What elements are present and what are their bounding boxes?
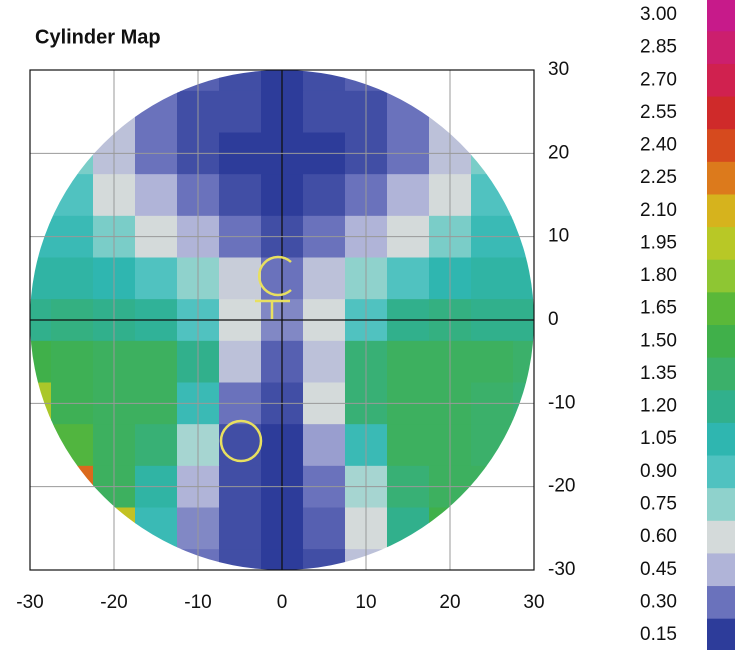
map-cell — [303, 174, 346, 217]
x-tick-label: 20 — [439, 592, 460, 613]
y-tick-label: -20 — [548, 476, 575, 497]
map-cell — [219, 424, 262, 467]
colorbar-band — [707, 96, 735, 130]
map-cell — [135, 174, 178, 217]
colorbar-label: 1.20 — [640, 396, 677, 417]
map-cell — [219, 340, 262, 384]
colorbar-label: 0.15 — [640, 624, 677, 645]
plot-frame — [29, 69, 535, 571]
map-cell — [219, 507, 262, 550]
colorbar-band — [707, 390, 735, 424]
colorbar-band — [707, 0, 735, 32]
map-cell — [387, 174, 430, 217]
colorbar-label: 0.45 — [640, 559, 677, 580]
colorbar-band — [707, 227, 735, 261]
y-tick-label: 10 — [548, 226, 569, 247]
labels: -30 -20 -10 0 10 20 30 30 20 10 0 -10 -20 -30 — [16, 59, 575, 613]
colorbar-band — [707, 63, 735, 98]
map-cell — [471, 340, 514, 384]
c-marker — [257, 255, 292, 297]
colorbar-label: 2.10 — [640, 200, 677, 221]
map-cell — [387, 257, 430, 300]
map-cell — [135, 507, 178, 550]
colorbar-label: 1.05 — [640, 428, 677, 449]
colorbar-label: 1.95 — [640, 232, 677, 253]
map-cell — [51, 257, 94, 300]
map-cell — [135, 340, 178, 384]
map-cell — [471, 174, 514, 217]
colorbar-band — [707, 129, 735, 163]
map-cell — [219, 90, 262, 134]
map-cell — [387, 507, 430, 550]
colorbar-label: 1.35 — [640, 363, 677, 384]
colorbar-band — [707, 325, 735, 359]
colorbar-label: 1.65 — [640, 298, 677, 319]
markers — [219, 255, 292, 463]
colorbar-label: 1.50 — [640, 330, 677, 351]
map-cell — [303, 424, 346, 467]
colorbar-label: 1.80 — [640, 265, 677, 286]
y-tick-label: 30 — [548, 59, 569, 80]
colorbar-band — [707, 259, 735, 293]
map-cell — [387, 424, 430, 467]
colorbar-band — [707, 586, 735, 620]
colorbar-band — [707, 292, 735, 326]
colorbar-label: 2.40 — [640, 135, 677, 156]
x-tick-label: 10 — [355, 592, 376, 613]
map-cell — [303, 340, 346, 384]
colorbar-band — [707, 31, 735, 65]
map-cell — [303, 257, 346, 300]
y-tick-label: 0 — [548, 309, 559, 330]
colorbar-band — [707, 520, 735, 554]
x-tick-label: -20 — [100, 592, 127, 613]
colorbar-label: 0.60 — [640, 526, 677, 547]
map-cell — [303, 90, 346, 134]
map-cell — [219, 257, 262, 300]
colorbar-band — [707, 553, 735, 587]
colorbar-band — [707, 488, 735, 522]
y-tick-label: -30 — [548, 559, 575, 580]
map-cell — [387, 340, 430, 384]
colorbar-label: 2.85 — [640, 37, 677, 58]
x-tick-label: -30 — [16, 592, 43, 613]
colorbar-band — [707, 161, 735, 195]
colorbar-label: 3.00 — [640, 4, 677, 25]
colorbar-band — [707, 357, 735, 391]
colorbar-label: 2.25 — [640, 167, 677, 188]
colorbar-label: 0.75 — [640, 493, 677, 514]
map-cell — [471, 424, 514, 467]
colorbar-label: 2.70 — [640, 69, 677, 90]
colorbar-label: 2.55 — [640, 102, 677, 123]
map-cell — [219, 174, 262, 217]
colorbar-band — [707, 455, 735, 489]
map-cell — [51, 424, 94, 467]
map-cell — [303, 507, 346, 550]
map-cell — [135, 257, 178, 300]
x-tick-label: -10 — [184, 592, 211, 613]
x-tick-label: 0 — [277, 592, 288, 613]
y-tick-label: -10 — [548, 392, 575, 413]
map-cell — [135, 90, 178, 134]
map-cell — [51, 340, 94, 384]
colorbar-band — [707, 422, 735, 457]
colorbar-label: 0.30 — [640, 591, 677, 612]
y-tick-label: 20 — [548, 142, 569, 163]
colorbar-band — [707, 194, 735, 228]
x-tick-label: 30 — [523, 592, 544, 613]
map-cell — [51, 174, 94, 217]
o-marker — [219, 419, 263, 463]
colorbar-band — [707, 618, 735, 650]
map-cell — [135, 424, 178, 467]
chart-title: Cylinder Map — [35, 26, 161, 48]
map-cell — [471, 257, 514, 300]
colorbar-label: 0.90 — [640, 461, 677, 482]
map-cell — [387, 90, 430, 134]
